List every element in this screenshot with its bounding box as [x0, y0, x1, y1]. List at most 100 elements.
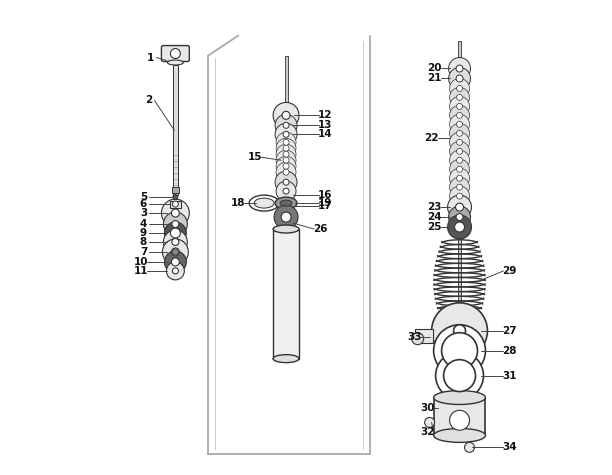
Circle shape [165, 222, 186, 244]
Bar [458, 40, 461, 419]
Circle shape [450, 141, 469, 161]
Circle shape [171, 209, 179, 217]
Circle shape [450, 159, 469, 179]
Circle shape [166, 262, 184, 280]
Text: 15: 15 [248, 152, 263, 162]
Text: 19: 19 [318, 198, 332, 208]
Circle shape [162, 199, 189, 227]
Text: 24: 24 [427, 212, 442, 222]
Text: 5: 5 [140, 192, 147, 202]
Circle shape [276, 138, 296, 158]
Circle shape [276, 144, 296, 164]
Circle shape [170, 48, 181, 58]
Circle shape [457, 139, 463, 145]
Text: 27: 27 [502, 326, 517, 336]
Circle shape [444, 360, 476, 391]
Ellipse shape [438, 338, 482, 348]
Ellipse shape [249, 195, 279, 211]
Ellipse shape [273, 355, 299, 362]
Circle shape [434, 325, 485, 377]
Circle shape [162, 239, 188, 265]
Bar [415, 329, 433, 342]
Circle shape [450, 177, 469, 197]
Circle shape [276, 150, 296, 170]
Text: 20: 20 [427, 64, 442, 74]
Text: 3: 3 [140, 208, 147, 218]
Circle shape [283, 123, 289, 128]
Circle shape [165, 251, 186, 273]
Text: 13: 13 [318, 120, 332, 130]
Circle shape [450, 87, 469, 107]
Circle shape [457, 184, 463, 190]
Circle shape [457, 175, 463, 181]
Circle shape [170, 228, 181, 238]
Circle shape [276, 133, 296, 152]
Circle shape [442, 332, 477, 369]
Circle shape [457, 95, 463, 100]
Circle shape [283, 169, 289, 175]
Circle shape [449, 67, 471, 89]
Circle shape [450, 150, 469, 170]
Text: 8: 8 [140, 237, 147, 247]
Circle shape [457, 86, 463, 91]
Circle shape [412, 332, 424, 345]
Circle shape [453, 325, 466, 337]
Circle shape [431, 303, 488, 359]
Text: 4: 4 [140, 219, 147, 229]
Circle shape [283, 188, 289, 194]
Text: 18: 18 [231, 198, 245, 208]
Circle shape [456, 75, 463, 82]
Text: 23: 23 [427, 202, 442, 212]
Circle shape [456, 65, 463, 72]
Text: 7: 7 [140, 247, 147, 257]
Circle shape [276, 181, 296, 201]
Bar [434, 398, 485, 436]
Circle shape [449, 57, 471, 79]
Text: 14: 14 [318, 129, 332, 139]
Circle shape [281, 212, 291, 222]
Circle shape [457, 121, 463, 127]
Bar [173, 187, 179, 193]
Circle shape [172, 238, 179, 246]
Circle shape [163, 230, 187, 254]
Circle shape [275, 171, 297, 193]
Circle shape [283, 139, 289, 145]
Circle shape [450, 124, 469, 143]
Ellipse shape [434, 428, 485, 442]
Circle shape [450, 78, 469, 98]
Circle shape [447, 215, 471, 239]
Text: 29: 29 [502, 266, 517, 276]
Circle shape [447, 195, 471, 219]
Text: 30: 30 [420, 402, 435, 412]
Text: 9: 9 [140, 228, 147, 238]
Text: 12: 12 [318, 110, 332, 120]
Text: 1: 1 [147, 53, 154, 63]
Circle shape [276, 162, 296, 182]
Text: 26: 26 [313, 224, 327, 234]
Circle shape [450, 105, 469, 125]
Circle shape [457, 166, 463, 172]
Circle shape [450, 186, 469, 206]
Circle shape [173, 268, 178, 274]
Circle shape [275, 124, 297, 145]
Circle shape [455, 203, 463, 211]
Circle shape [450, 168, 469, 188]
Text: 16: 16 [318, 190, 332, 200]
Ellipse shape [434, 390, 485, 405]
Circle shape [171, 248, 179, 256]
Circle shape [172, 220, 179, 228]
Ellipse shape [275, 197, 297, 209]
Text: 34: 34 [502, 442, 517, 452]
Circle shape [173, 195, 178, 200]
Circle shape [275, 114, 297, 136]
Ellipse shape [280, 200, 292, 206]
Text: 22: 22 [424, 133, 439, 143]
Circle shape [283, 163, 289, 169]
Circle shape [436, 352, 483, 399]
Circle shape [450, 410, 469, 430]
Text: 28: 28 [502, 346, 517, 356]
Circle shape [455, 222, 465, 232]
Circle shape [457, 130, 463, 136]
Text: 10: 10 [134, 257, 149, 267]
Circle shape [282, 111, 290, 119]
